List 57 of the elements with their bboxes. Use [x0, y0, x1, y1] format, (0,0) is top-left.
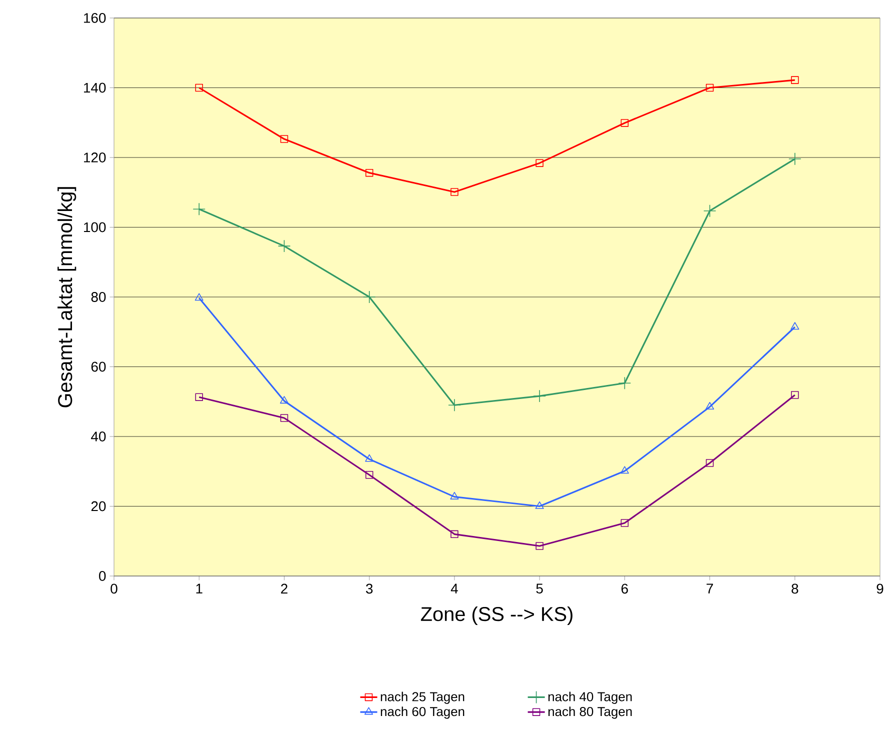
y-tick-label: 120 [84, 152, 106, 162]
point [535, 501, 544, 509]
point [620, 466, 629, 474]
point [791, 391, 799, 399]
x-tick-label: 2 [281, 584, 288, 594]
point [362, 290, 376, 304]
legend-label: nach 60 Tagen [380, 706, 464, 719]
y-tick-label: 0 [99, 571, 106, 581]
point [536, 542, 544, 550]
point [192, 202, 206, 216]
x-tick-label: 7 [706, 584, 713, 594]
point [194, 293, 204, 301]
point [450, 492, 459, 500]
point [365, 454, 374, 462]
y-tick-label: 80 [91, 292, 106, 302]
point [365, 168, 374, 177]
point [278, 240, 291, 252]
point [365, 470, 374, 479]
point [706, 402, 714, 410]
point [703, 204, 716, 218]
y-tick-label: 100 [84, 222, 106, 232]
x-axis-title: Zone (SS --> KS) [420, 606, 572, 626]
x-tick-label: 8 [792, 584, 798, 594]
x-tick-label: 9 [876, 584, 884, 594]
point [448, 398, 461, 412]
x-tick-label: 3 [366, 584, 373, 594]
point [618, 376, 632, 390]
point [195, 84, 203, 92]
x-tick-label: 0 [110, 584, 118, 594]
y-tick-label: 20 [91, 501, 106, 512]
point [280, 414, 288, 422]
legend-label: nach 40 Tagen [548, 692, 632, 704]
legend-label: nach 25 Tagen [380, 692, 464, 704]
point [790, 322, 800, 330]
point [450, 188, 458, 196]
y-tick-label: 40 [91, 432, 106, 442]
point [788, 152, 802, 166]
x-tick-label: 5 [536, 584, 543, 594]
point [706, 84, 714, 92]
point [620, 519, 629, 527]
point [533, 390, 546, 402]
x-tick-label: 1 [196, 584, 202, 594]
y-tick-label: 160 [84, 13, 106, 23]
point [706, 459, 714, 467]
point [791, 76, 799, 84]
point [536, 159, 544, 167]
legend-label: nach 80 Tagen [548, 706, 632, 719]
y-axis-title: Gesamt-Laktat [mmol/kg] [58, 187, 76, 408]
y-tick-label: 60 [91, 362, 106, 372]
y-tick-label: 140 [84, 82, 106, 93]
point [450, 530, 458, 538]
point [280, 396, 289, 404]
point [620, 119, 629, 127]
x-tick-label: 4 [450, 584, 458, 594]
point [280, 135, 288, 143]
point [195, 393, 203, 401]
x-tick-label: 6 [621, 584, 628, 594]
